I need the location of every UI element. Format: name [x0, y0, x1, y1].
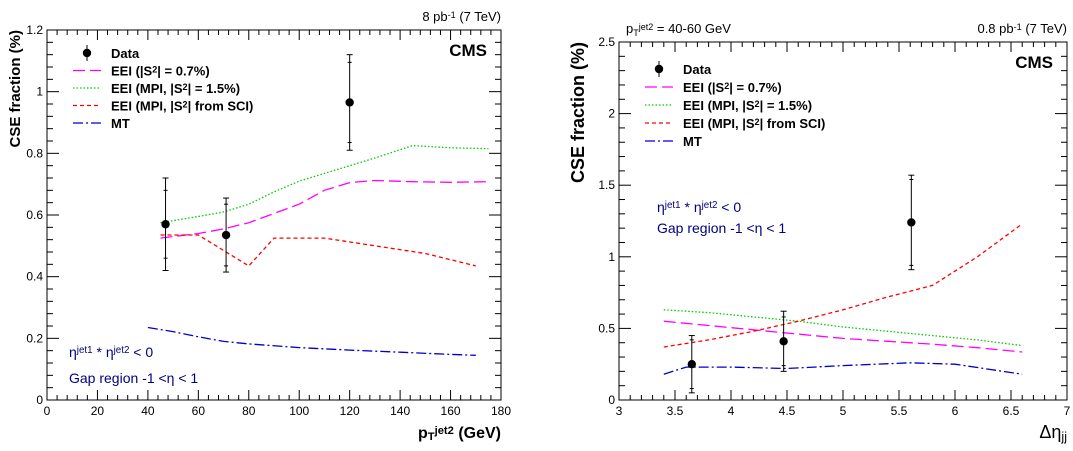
annotation-2: Gap region -1 <η < 1	[69, 370, 198, 386]
data-point	[779, 337, 788, 346]
y-tick-label: 2	[608, 107, 615, 121]
x-tick-label: 3	[616, 404, 623, 418]
x-tick-label: 80	[242, 404, 256, 418]
x-tick-label: 0	[44, 404, 51, 418]
y-tick-label: 0.8	[26, 146, 43, 160]
series-line-2	[160, 144, 489, 224]
x-tick-label: 140	[390, 404, 410, 418]
cms-label: CMS	[449, 41, 487, 60]
x-tick-label: 40	[141, 404, 155, 418]
y-tick-label: 0.4	[26, 270, 43, 284]
legend-label-3: EEI (MPI, |S2| from SCI)	[111, 99, 253, 114]
x-axis-title: pTjet2 (GeV)	[418, 425, 501, 444]
y-tick-label: 1.5	[598, 178, 615, 192]
x-tick-label: 180	[491, 404, 511, 418]
pt-range-label: pTjet2 = 40-60 GeV	[626, 21, 731, 38]
y-tick-label: 2.5	[598, 35, 615, 49]
x-tick-label: 4	[728, 404, 735, 418]
chart-2: 3 3.5 4 4.5 5 5.5 6 6.5 7 0 0.5 1 1.5 2 2.5 Δηjj CSE fra…	[568, 21, 1071, 444]
legend-label-1: EEI (|S2| = 0.7%)	[683, 80, 782, 95]
y-tick-label: 0.5	[598, 321, 615, 335]
y-tick-label: 1.2	[26, 23, 43, 37]
chart-1: 0 20 40 60 80 100 120 140 160 180 0 0.2 0.4 0.6 0.8 1 1.…	[7, 9, 511, 443]
x-tick-label: 20	[91, 404, 105, 418]
annotation-1: ηjet1 * ηjet2 < 0	[69, 344, 153, 360]
x-tick-label: 6.5	[1003, 404, 1020, 418]
legend-label-2: EEI (MPI, |S2| = 1.5%)	[683, 98, 812, 113]
y-tick-label: 0.6	[26, 208, 43, 222]
y-tick-label: 1	[608, 250, 615, 264]
legend-label-1: EEI (|S2| = 0.7%)	[111, 64, 210, 79]
legend-label-2: EEI (MPI, |S2| = 1.5%)	[111, 81, 240, 96]
x-tick-label: 6	[952, 404, 959, 418]
x-tick-label: 160	[441, 404, 461, 418]
data-point	[687, 360, 696, 369]
legend-label-data: Data	[683, 62, 712, 77]
series-line-1	[663, 320, 1023, 353]
data-point	[907, 218, 916, 227]
legend-label-3: EEI (MPI, |S2| from SCI)	[683, 116, 825, 131]
series-line-2	[663, 309, 1023, 347]
annotation-1: ηjet1 * ηjet2 < 0	[657, 199, 741, 215]
x-tick-label: 5	[840, 404, 847, 418]
luminosity-label: 8 pb-1 (7 TeV)	[422, 9, 501, 24]
data-point	[221, 230, 231, 240]
data-point	[161, 220, 170, 229]
x-tick-label: 4.5	[779, 404, 796, 418]
series-line-1	[160, 179, 489, 239]
annotation-2: Gap region -1 <η < 1	[657, 220, 786, 236]
x-tick-label: 100	[289, 404, 309, 418]
legend-label-data: Data	[111, 46, 140, 61]
x-tick-label: 5.5	[891, 404, 908, 418]
y-tick-label: 0.2	[26, 331, 43, 345]
data-point	[345, 98, 354, 107]
x-tick-label: 3.5	[667, 404, 684, 418]
legend-label-4: MT	[683, 134, 702, 149]
x-axis-title: Δηjj	[1039, 422, 1067, 444]
luminosity-label: 0.8 pb-1 (7 TeV)	[977, 21, 1067, 36]
series-line-4	[147, 326, 476, 356]
x-tick-label: 7	[1064, 404, 1071, 418]
series-line-3	[663, 223, 1023, 348]
y-axis-title: CSE fraction (%)	[7, 30, 24, 148]
series-line-4	[663, 362, 1023, 375]
series-line-3	[160, 234, 476, 267]
y-tick-label: 0	[608, 393, 615, 407]
y-axis-title: CSE fraction (%)	[568, 42, 588, 183]
x-tick-label: 120	[340, 404, 360, 418]
legend-label-4: MT	[111, 116, 130, 131]
x-tick-label: 60	[192, 404, 206, 418]
cms-label: CMS	[1015, 53, 1053, 72]
y-tick-label: 0	[36, 393, 43, 407]
y-tick-label: 1	[36, 85, 43, 99]
